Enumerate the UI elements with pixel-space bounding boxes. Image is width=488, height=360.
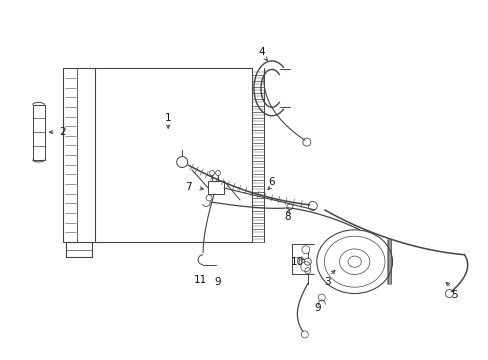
Text: 10: 10 bbox=[291, 257, 304, 267]
Text: 1: 1 bbox=[164, 113, 171, 123]
Text: 6: 6 bbox=[268, 177, 275, 187]
Text: 4: 4 bbox=[258, 48, 264, 58]
Text: 11: 11 bbox=[193, 275, 206, 285]
Bar bbox=[208, 181, 224, 194]
Text: 3: 3 bbox=[324, 276, 330, 287]
Text: 2: 2 bbox=[59, 127, 66, 137]
Bar bbox=[33, 105, 44, 159]
Text: 5: 5 bbox=[450, 289, 457, 300]
Text: 8: 8 bbox=[284, 212, 290, 222]
Text: 7: 7 bbox=[184, 182, 191, 192]
Text: 9: 9 bbox=[214, 276, 221, 287]
Text: 9: 9 bbox=[314, 302, 321, 312]
